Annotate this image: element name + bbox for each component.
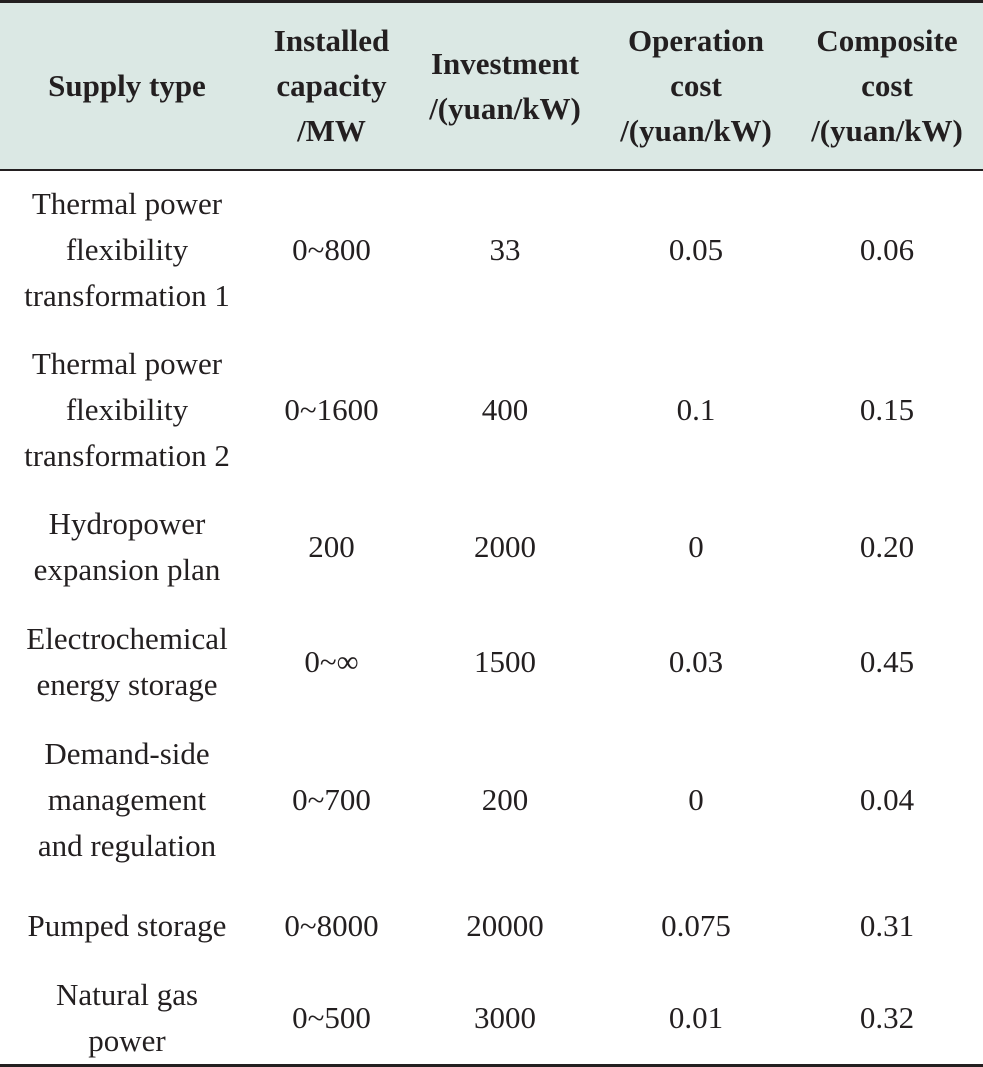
cell-supply-type: Electrochemical energy storage [26,621,228,702]
cell-composite-cost: 0.15 [859,391,915,427]
table-row: Thermal power flexibility transformation… [0,330,983,490]
cell-installed-capacity: 0~1600 [284,391,379,427]
cell-operation-cost: 0.075 [661,907,731,943]
header-investment: Investment /(yuan/kW) [429,45,581,126]
table-row: Hydropower expansion plan 200 2000 0 0.2… [0,490,983,605]
cell-operation-cost: 0 [688,781,704,817]
table-header: Supply type Installed capacity /MW Inves… [0,1,983,170]
header-operation-cost: Operation cost /(yuan/kW) [620,23,772,149]
table-row: Pumped storage 0~8000 20000 0.075 0.31 [0,880,983,972]
header-composite-cost: Composite cost /(yuan/kW) [811,23,963,149]
table-row: Thermal power flexibility transformation… [0,170,983,330]
cell-supply-type: Thermal power flexibility transformation… [24,186,230,313]
cell-investment: 3000 [474,999,536,1035]
cell-operation-cost: 0.1 [676,391,716,427]
cell-operation-cost: 0.05 [668,232,724,267]
cell-installed-capacity: 0~800 [292,232,371,267]
cell-investment: 1500 [474,644,536,679]
cell-supply-type: Natural gas power [55,976,199,1058]
cell-supply-type: Thermal power flexibility transformation… [24,345,230,473]
cell-installed-capacity: 0~500 [292,999,371,1035]
cell-operation-cost: 0 [688,529,704,564]
cell-composite-cost: 0.20 [859,529,915,564]
header-row: Supply type Installed capacity /MW Inves… [0,1,983,170]
cell-composite-cost: 0.32 [859,999,915,1035]
cell-supply-type: Demand-side management and regulation [37,735,217,863]
header-installed-capacity: Installed capacity /MW [273,23,390,149]
cell-composite-cost: 0.45 [859,644,915,679]
table-body: Thermal power flexibility transformation… [0,170,983,1065]
cell-investment: 400 [481,391,529,427]
cell-investment: 200 [481,781,529,817]
cell-supply-type: Hydropower expansion plan [33,506,221,587]
cell-installed-capacity: 200 [308,529,355,564]
cell-composite-cost: 0.04 [859,781,915,817]
table-row: Electrochemical energy storage 0~∞ 1500 … [0,605,983,720]
header-supply-type: Supply type [48,68,206,104]
cell-installed-capacity: 0~700 [292,781,371,817]
cell-supply-type: Pumped storage [27,907,227,943]
cell-installed-capacity: 0~∞ [304,644,359,679]
cell-investment: 20000 [466,907,544,943]
cell-operation-cost: 0.03 [668,644,724,679]
table-row: Natural gas power 0~500 3000 0.01 0.32 [0,972,983,1065]
cell-composite-cost: 0.06 [859,232,915,267]
table-row: Demand-side management and regulation 0~… [0,720,983,880]
cell-installed-capacity: 0~8000 [284,907,379,943]
cell-investment: 33 [489,232,521,267]
cell-composite-cost: 0.31 [859,907,915,943]
cell-operation-cost: 0.01 [668,999,724,1035]
cell-investment: 2000 [474,529,536,564]
